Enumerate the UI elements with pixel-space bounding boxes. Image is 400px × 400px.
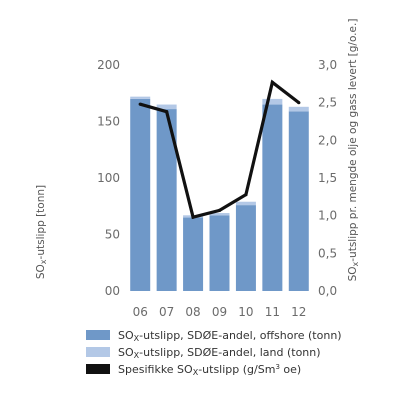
- legend-offshore-a: SO: [118, 329, 134, 342]
- y-tick-label: 00: [105, 284, 120, 298]
- bar-land-10: [235, 201, 256, 206]
- bar-offshore-07: [156, 109, 177, 291]
- y-axis-ticks: 00 50 100 150 200: [97, 58, 120, 298]
- bar-land-07: [156, 104, 177, 110]
- line-point-10: [244, 192, 248, 197]
- x-axis-ticks: 06 07 08 09 10 11 12: [133, 305, 307, 319]
- y2-axis-ticks: 0,0 0,5 1,0 1,5 2,0 2,5 3,0: [318, 58, 337, 298]
- y2-tick-label: 1,5: [318, 171, 337, 185]
- x-tick-label: 08: [185, 305, 200, 319]
- legend-swatch-land: [86, 347, 110, 357]
- legend-specific-c: oe): [280, 363, 301, 376]
- y-tick-label: 50: [105, 228, 120, 242]
- y2-axis-label-b: -utslipp pr. mengde olje og gass levert …: [347, 19, 359, 262]
- y2-tick-label: 2,5: [318, 96, 337, 110]
- legend: SOX-utslipp, SDØE-andel, offshore (tonn)…: [86, 329, 342, 377]
- y-axis-label-a: SO: [35, 264, 47, 279]
- y2-tick-label: 2,0: [318, 133, 337, 147]
- bar-land-12: [288, 106, 309, 112]
- y-tick-label: 150: [97, 115, 120, 129]
- legend-land-a: SO: [118, 346, 134, 359]
- legend-land-b: -utslipp, SDØE-andel, land (tonn): [139, 346, 320, 359]
- legend-label-offshore: SOX-utslipp, SDØE-andel, offshore (tonn): [118, 329, 342, 343]
- y2-axis-label-sub: x: [351, 261, 360, 266]
- legend-offshore-b: -utslipp, SDØE-andel, offshore (tonn): [139, 329, 341, 342]
- line-point-11: [270, 80, 274, 84]
- bar-offshore-08: [183, 217, 204, 291]
- line-point-06: [138, 102, 142, 106]
- bars: [130, 96, 309, 292]
- legend-label-land: SOX-utslipp, SDØE-andel, land (tonn): [118, 346, 321, 360]
- x-tick-label: 09: [212, 305, 227, 319]
- y-tick-label: 200: [97, 58, 120, 72]
- y2-axis-label-a: SO: [347, 266, 359, 281]
- line-point-07: [165, 110, 169, 114]
- bar-land-09: [209, 213, 230, 216]
- legend-specific-b: -utslipp (g/Sm: [198, 363, 275, 376]
- legend-specific-sup: 3: [275, 363, 279, 371]
- y-tick-label: 100: [97, 171, 120, 185]
- legend-specific-sub: X: [193, 368, 199, 377]
- x-tick-label: 06: [133, 305, 148, 319]
- bar-land-11: [262, 98, 283, 105]
- line-series: [138, 79, 301, 220]
- y-axis-label: SOx-utslipp [tonn]: [35, 185, 48, 279]
- x-tick-label: 07: [159, 305, 174, 319]
- line-point-08: [191, 215, 195, 219]
- y2-axis-label: SOx-utslipp pr. mengde olje og gass leve…: [347, 19, 360, 282]
- y2-tick-label: 0,5: [318, 246, 337, 260]
- x-tick-label: 10: [238, 305, 253, 319]
- bar-offshore-12: [288, 111, 309, 291]
- x-tick-label: 11: [265, 305, 280, 319]
- legend-specific-a: Spesifikke SO: [118, 363, 193, 376]
- legend-swatch-specific: [86, 364, 110, 374]
- legend-label-specific: Spesifikke SOX-utslipp (g/Sm3 oe): [118, 363, 301, 377]
- y2-tick-label: 3,0: [318, 58, 337, 72]
- bar-offshore-06: [130, 98, 151, 292]
- legend-land-sub: X: [134, 351, 140, 360]
- y-axis-label-b: -utslipp [tonn]: [35, 185, 47, 260]
- bar-offshore-11: [262, 104, 283, 291]
- line-point-09: [217, 208, 222, 212]
- y-axis-label-sub: x: [39, 259, 48, 264]
- x-tick-label: 12: [291, 305, 306, 319]
- line-point-12: [297, 101, 301, 105]
- legend-offshore-sub: X: [134, 334, 140, 343]
- bar-land-06: [130, 96, 151, 99]
- y2-tick-label: 1,0: [318, 209, 337, 223]
- y2-tick-label: 0,0: [318, 284, 337, 298]
- legend-swatch-offshore: [86, 330, 110, 340]
- bar-offshore-10: [235, 205, 256, 291]
- bar-offshore-09: [209, 215, 230, 291]
